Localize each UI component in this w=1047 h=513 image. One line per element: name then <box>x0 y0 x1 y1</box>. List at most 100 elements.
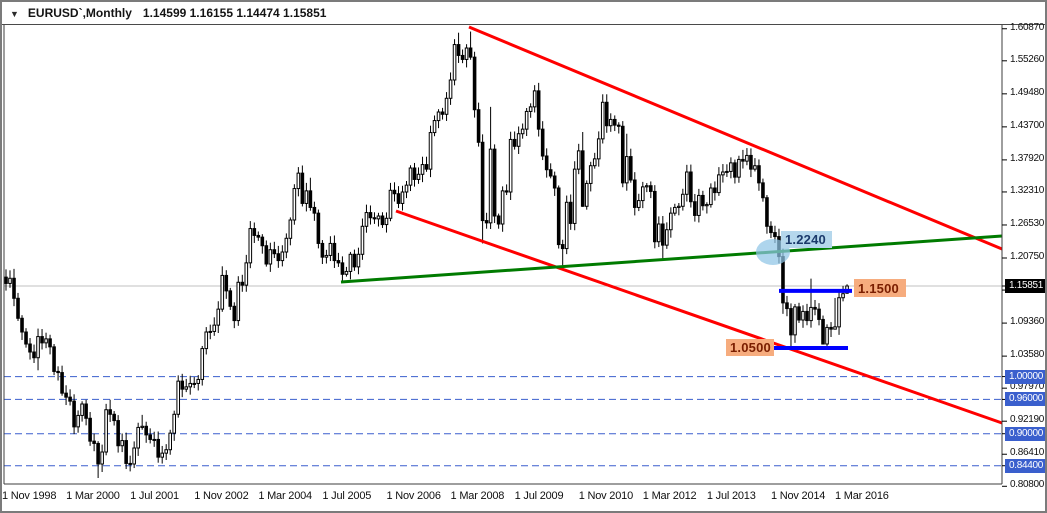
candle-body-bull <box>388 189 393 219</box>
candle-body-bear <box>568 201 573 224</box>
candle-body-bear <box>701 194 705 207</box>
candle <box>332 235 337 268</box>
candle <box>92 433 96 452</box>
candle-body-bull <box>364 212 369 227</box>
date-tick-label: 1 Mar 2012 <box>642 490 697 502</box>
candle-body-bull <box>176 380 181 415</box>
candle-body-bull <box>532 90 537 108</box>
candle-body-bull <box>444 97 449 115</box>
candle <box>572 161 577 231</box>
date-tick-label: 1 Nov 2010 <box>578 490 633 502</box>
candle <box>336 252 341 267</box>
candle-body-bull <box>717 174 721 194</box>
candle-body-bull <box>596 138 601 160</box>
candle-body-bear <box>260 236 265 247</box>
candle <box>657 216 661 248</box>
candle-body-bull <box>328 242 333 256</box>
candle <box>304 182 309 212</box>
candle-body-bear <box>116 420 120 447</box>
candle-body-bull <box>753 165 757 170</box>
candle <box>284 233 289 259</box>
ohlc-values: 1.14599 1.16155 1.14474 1.15851 <box>142 6 327 20</box>
candle <box>576 143 581 175</box>
time-axis[interactable]: 1 Nov 1998 1 Mar 2000 1 Jul 2001 1 Nov 2002… <box>0 486 1003 511</box>
candle-body-bear <box>484 220 489 224</box>
candle-body-bear <box>653 190 657 243</box>
candle <box>540 121 545 161</box>
candle <box>48 334 52 355</box>
title-bar: ▼ EURUSD`,Monthly 1.14599 1.16155 1.1447… <box>2 2 1045 25</box>
candle <box>20 315 24 340</box>
candle <box>360 218 365 260</box>
candle-body-bear <box>536 90 541 130</box>
candle-body-bear <box>757 165 761 184</box>
candle <box>352 249 357 271</box>
candle-body-bull <box>592 158 597 167</box>
candle-body-bear <box>156 438 160 458</box>
candle <box>172 410 177 441</box>
candle <box>833 297 837 330</box>
candle-body-bull <box>576 150 581 170</box>
candle <box>753 158 757 172</box>
price-text-label-1-1500[interactable]: 1.1500 <box>854 279 906 297</box>
candle <box>476 102 481 147</box>
candle-body-bear <box>813 306 817 310</box>
rising-trendline[interactable] <box>340 234 1003 284</box>
candle <box>721 164 725 183</box>
candle-body-bear <box>308 190 313 208</box>
candle-body-bear <box>612 118 617 126</box>
candle-body-bull <box>248 228 253 264</box>
price-axis[interactable]: 1.60870 1.55260 1.49480 1.43700 1.37920 1.323… <box>1003 2 1045 511</box>
price-text-label-1-2240[interactable]: 1.2240 <box>781 231 832 248</box>
candle <box>68 389 72 406</box>
candle <box>729 157 733 179</box>
candle-body-bear <box>240 281 245 286</box>
candle <box>600 94 605 144</box>
candle-body-bear <box>504 190 509 193</box>
candle-body-bear <box>96 442 100 465</box>
candle <box>701 190 705 211</box>
price-text-label-1-0500[interactable]: 1.0500 <box>726 339 774 356</box>
candle <box>256 231 261 241</box>
candle <box>236 276 241 326</box>
candle-body-bear <box>769 225 773 234</box>
candle <box>24 328 28 348</box>
candle-body-bull <box>624 156 629 184</box>
candle <box>148 428 152 444</box>
candle <box>396 186 401 209</box>
candle-body-bear <box>773 232 777 238</box>
candle-body-bull <box>120 440 124 447</box>
candle-body-bull <box>709 187 713 206</box>
candle <box>108 399 112 422</box>
candle <box>516 126 521 154</box>
candle <box>248 221 253 269</box>
candle-body-bear <box>661 223 665 246</box>
candle-body-bull <box>152 438 156 441</box>
candle <box>288 217 293 246</box>
candle-body-bear <box>32 351 36 359</box>
candle-body-bull <box>729 162 733 172</box>
candle <box>64 385 68 406</box>
candle <box>276 245 281 268</box>
upper-falling-trendline[interactable] <box>468 25 1003 251</box>
candle <box>196 375 201 391</box>
candle-body-bear <box>649 185 653 192</box>
candle-body-bear <box>749 154 753 170</box>
chart-dropdown-icon[interactable]: ▼ <box>10 8 19 19</box>
candle <box>488 106 493 230</box>
candle <box>669 207 673 238</box>
candle-body-bear <box>733 162 737 178</box>
candle-body-bull <box>292 188 297 221</box>
candle <box>400 185 405 211</box>
candle-body-bear <box>765 197 769 227</box>
candle <box>220 266 225 312</box>
candle-body-bull <box>104 409 108 453</box>
candle-body-bull <box>348 253 353 272</box>
candle-body-bull <box>725 170 729 173</box>
candle <box>580 132 585 207</box>
candle <box>308 177 313 211</box>
candle-body-bear <box>256 234 261 238</box>
candle <box>96 441 100 479</box>
lower-falling-trendline[interactable] <box>395 209 1003 425</box>
